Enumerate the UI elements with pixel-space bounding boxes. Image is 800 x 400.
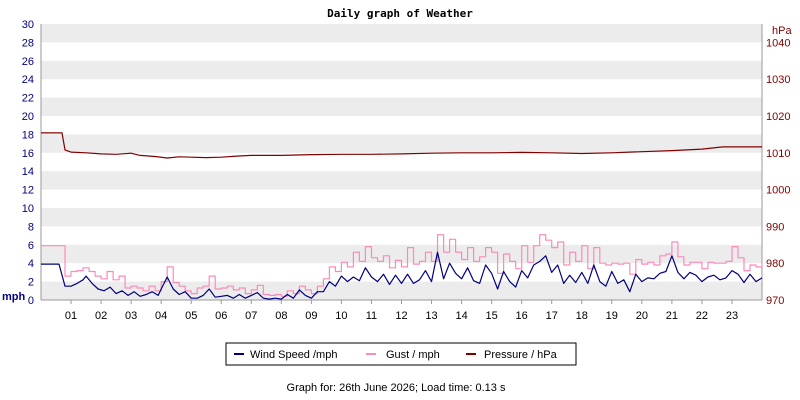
right-tick-label: 1010 (766, 148, 790, 160)
x-tick-label: 02 (95, 310, 107, 322)
x-tick-label: 07 (245, 310, 257, 322)
series-line-pressure (41, 132, 762, 159)
right-tick-label: 1030 (766, 74, 790, 86)
left-tick-label: 30 (22, 19, 34, 31)
grid-bands (41, 24, 762, 300)
x-tick-label: 06 (215, 310, 227, 322)
x-tick-label: 11 (366, 310, 377, 322)
x-tick-label: 14 (455, 310, 467, 322)
x-tick-label: 20 (636, 310, 648, 322)
grid-band (41, 60, 762, 80)
x-tick-label: 08 (275, 310, 287, 322)
right-tick-label: 1000 (766, 185, 790, 197)
grid-band (41, 208, 762, 227)
grid-band (41, 134, 762, 153)
series-layer (41, 132, 763, 300)
left-axis-unit: mph (2, 291, 26, 303)
left-tick-label: 24 (22, 74, 34, 86)
x-tick-label: 18 (576, 310, 588, 322)
x-tick-label: 22 (696, 310, 708, 322)
right-tick-label: 980 (766, 258, 784, 270)
footer-text: Graph for: 26th June 2026; Load time: 0.… (287, 382, 506, 394)
left-tick-label: 20 (22, 111, 34, 123)
x-tick-label: 13 (425, 310, 437, 322)
left-tick-label: 4 (28, 258, 34, 270)
x-tick-label: 05 (185, 310, 197, 322)
x-axis-ticks: 01 02 03 04 05 06 07 08 09 10 11 12 13 14 15 16 17 18 19 20… (65, 300, 738, 322)
legend-box (225, 342, 577, 366)
left-tick-label: 12 (22, 185, 34, 197)
left-tick-label: 6 (28, 240, 34, 252)
x-tick-label: 10 (335, 310, 347, 322)
x-tick-label: 01 (65, 310, 77, 322)
right-tick-label: 1040 (766, 37, 790, 49)
grid-band (41, 24, 762, 43)
left-tick-label: 10 (22, 203, 34, 215)
left-tick-label: 8 (28, 221, 34, 233)
grid-band (41, 281, 762, 300)
right-tick-label: 970 (766, 295, 784, 307)
left-tick-label: 2 (28, 277, 34, 289)
legend: Wind Speed /mph Gust / mph Pressure / hP… (225, 342, 577, 366)
right-axis-ticks: 970 980 990 1000 1010 1020 1030 1040 (766, 37, 790, 307)
chart-title: Daily graph of Weather (327, 7, 473, 20)
left-tick-label: 0 (28, 295, 34, 307)
left-tick-label: 26 (22, 56, 34, 68)
left-tick-label: 22 (22, 93, 34, 105)
x-tick-label: 17 (546, 310, 558, 322)
x-tick-label: 09 (305, 310, 317, 322)
x-tick-label: 16 (516, 310, 528, 322)
left-tick-label: 18 (22, 129, 34, 141)
right-axis-unit: hPa (772, 25, 792, 37)
x-tick-label: 19 (606, 310, 618, 322)
left-tick-label: 16 (22, 148, 34, 160)
x-tick-label: 03 (125, 310, 137, 322)
legend-label-wind: Wind Speed /mph (250, 349, 337, 361)
x-tick-label: 23 (726, 310, 738, 322)
x-tick-label: 21 (666, 310, 678, 322)
left-tick-label: 14 (22, 166, 34, 178)
legend-label-pressure: Pressure / hPa (484, 349, 558, 361)
x-tick-label: 04 (155, 310, 167, 322)
grid-band (41, 97, 762, 116)
right-tick-label: 990 (766, 221, 784, 233)
right-tick-label: 1020 (766, 111, 790, 123)
x-tick-label: 15 (486, 310, 498, 322)
x-tick-label: 12 (395, 310, 407, 322)
series-line-wind-speed (41, 251, 763, 300)
legend-label-gust: Gust / mph (386, 349, 440, 361)
series-line-gust (41, 234, 763, 297)
grid-band (41, 171, 762, 190)
left-tick-label: 28 (22, 37, 34, 49)
